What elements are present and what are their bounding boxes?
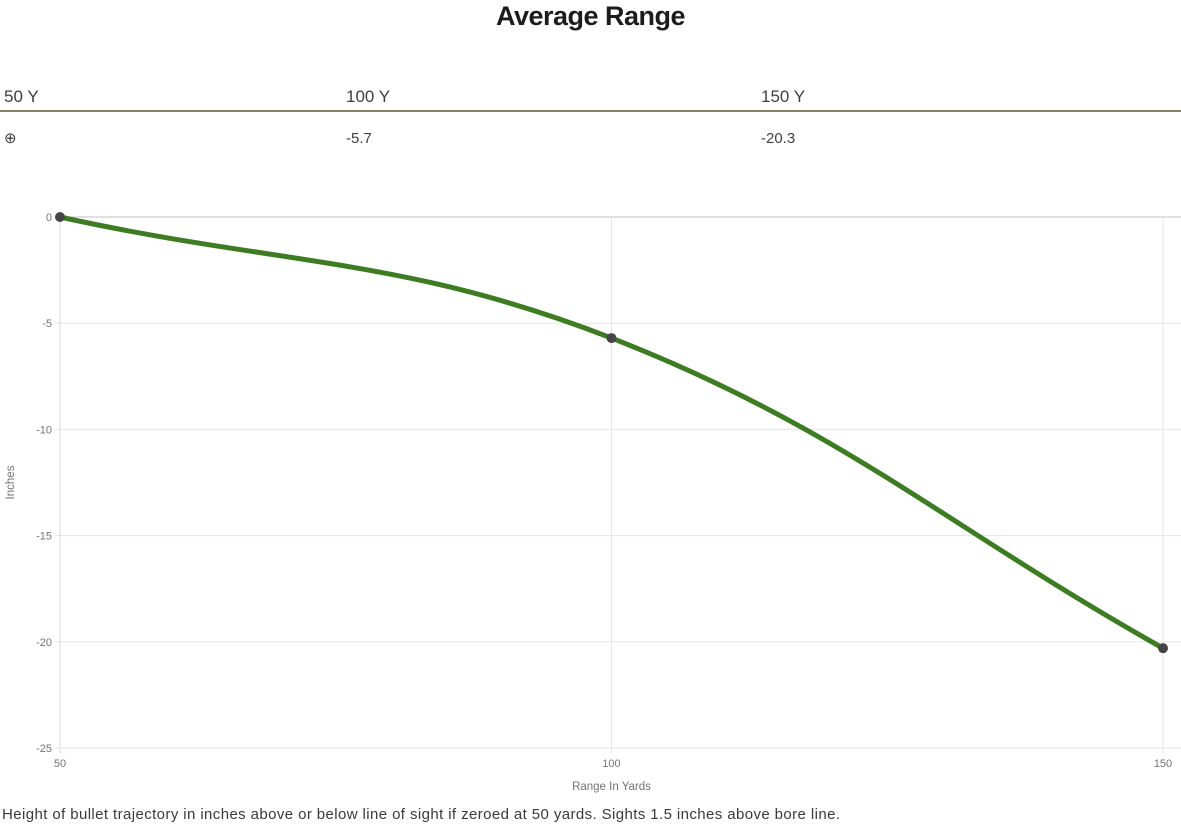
y-tick-label: -10 <box>36 424 52 436</box>
page-title: Average Range <box>495 1 686 31</box>
drop-value-100y: -5.7 <box>346 130 372 147</box>
y-tick-label: -15 <box>36 531 52 543</box>
x-tick-label: 100 <box>602 758 620 770</box>
x-axis-title: Range In Yards <box>572 781 651 793</box>
column-header-50y: 50 Y <box>4 87 39 106</box>
data-point[interactable] <box>606 333 617 344</box>
table-divider <box>0 110 1181 112</box>
y-tick-label: 0 <box>46 212 52 224</box>
y-tick-label: -5 <box>42 318 52 330</box>
zero-symbol: ⊕ <box>4 130 17 147</box>
data-point[interactable] <box>55 212 65 222</box>
column-header-100y: 100 Y <box>346 87 391 106</box>
range-table-value-row: ⊕ -5.7 -20.3 <box>0 130 1181 147</box>
x-tick-label: 50 <box>54 758 66 770</box>
y-tick-label: -20 <box>36 637 52 649</box>
drop-value-150y: -20.3 <box>761 130 796 147</box>
range-table-header-row: 50 Y 100 Y 150 Y <box>0 86 1181 108</box>
range-summary-table: 50 Y 100 Y 150 Y ⊕ -5.7 -20.3 <box>0 86 1181 147</box>
y-tick-label: -25 <box>36 743 52 755</box>
x-tick-label: 150 <box>1154 758 1172 770</box>
column-header-150y: 150 Y <box>761 87 806 106</box>
data-point[interactable] <box>1158 643 1168 654</box>
chart-footnote: Height of bullet trajectory in inches ab… <box>2 806 841 823</box>
y-axis-title: Inches <box>5 465 17 499</box>
